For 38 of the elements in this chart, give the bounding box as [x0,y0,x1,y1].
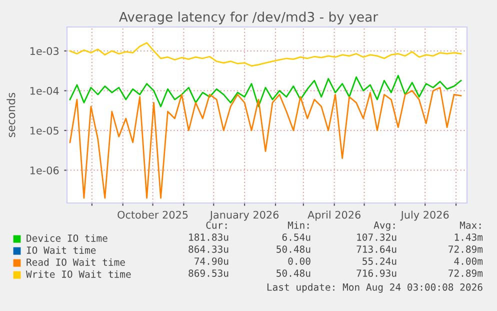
text: 55.24u [362,257,396,265]
text: 713.64u [356,245,396,253]
text: 1.43m [454,233,483,241]
legend-label: Read IO Wait time [26,258,125,266]
line-series [69,74,462,108]
y-tick-label: 1e-05 [30,126,58,135]
x-tick-label: April 2026 [308,210,360,221]
text: 74.90u [194,257,228,265]
text: 50.48u [276,245,310,253]
text: 72.89m [448,269,483,277]
legend-label: Device IO time [26,234,108,242]
line-series [69,42,462,67]
text: 716.93u [356,269,396,277]
x-tick-label: October 2025 [118,210,188,219]
y-tick-label: 1e-06 [30,166,59,174]
y-axis-title: seconds [6,92,16,138]
line-series [69,86,462,199]
text: Min: [288,221,309,229]
text: Max: [460,222,481,229]
text: Cur: [206,221,227,229]
text: 864.33u [188,245,228,253]
text: 107.32u [357,233,396,241]
text: Last update: Mon Aug 24 03:00:08 2026 [267,283,482,293]
legend-label: IO Wait time [26,246,96,254]
y-tick-label: 1e-04 [30,86,59,95]
text: 50.48u [276,269,310,277]
text: 181.83u [189,233,228,241]
x-tick-label: July 2026 [400,210,449,221]
text: Avg: [374,222,395,231]
text: 0.00 [288,257,310,265]
legend-label: Write IO Wait time [26,270,131,278]
text: 72.89m [448,245,483,253]
text: 869.53u [188,269,228,277]
text: 4.00m [454,257,483,265]
chart-title: Average latency for /dev/md3 - by year [119,12,378,24]
text: 6.54u [282,233,310,241]
x-tick-label: January 2026 [209,210,279,221]
y-tick-label: 1e-03 [30,47,59,56]
